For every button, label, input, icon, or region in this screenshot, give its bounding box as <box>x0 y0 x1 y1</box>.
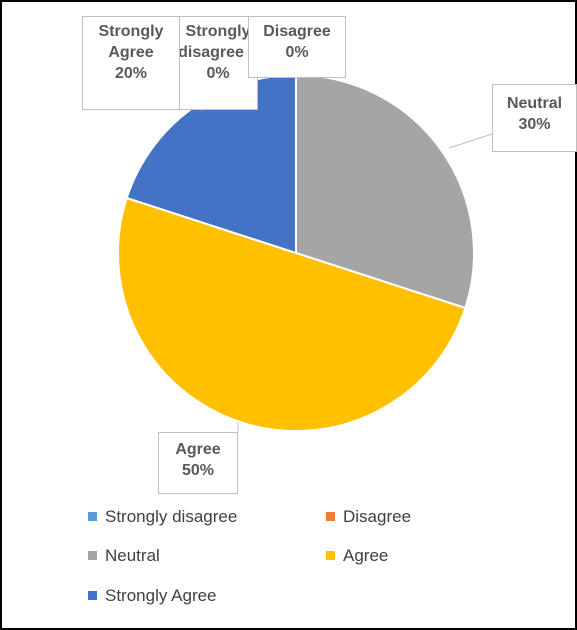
legend-swatch-agree <box>326 551 335 561</box>
legend-label-disagree: Disagree <box>343 507 412 526</box>
pie-slices <box>117 73 475 432</box>
legend-label-strongly-disagree: Strongly disagree <box>105 507 238 526</box>
legend-swatch-neutral <box>88 551 97 561</box>
legend-swatch-strongly-disagree <box>88 512 97 522</box>
data-label-strongly-disagree-line1: Strongly <box>185 23 251 40</box>
data-label-agree-line2: 50% <box>181 462 215 479</box>
legend-label-agree: Agree <box>343 546 389 565</box>
data-label-disagree-line1: Disagree <box>263 23 331 40</box>
data-label-strongly-disagree-line2: disagree <box>178 44 244 61</box>
data-label-strongly-disagree: Strongly disagree 0% <box>178 16 258 110</box>
data-label-neutral-line1: Neutral <box>506 95 563 112</box>
legend-swatch-disagree <box>326 512 335 522</box>
data-label-strongly-agree-line1: Strongly <box>98 23 164 40</box>
data-label-strongly-agree-line2: Agree <box>108 44 154 61</box>
data-label-agree: Agree 50% <box>158 432 238 494</box>
legend-swatch-strongly-agree <box>88 591 97 601</box>
pie-slice-agree <box>117 196 467 432</box>
data-label-neutral-line2: 30% <box>518 116 551 133</box>
data-label-disagree-line2: 0% <box>285 44 309 61</box>
data-label-neutral: Neutral 30% <box>492 84 577 152</box>
pie-slice-neutral <box>295 73 475 310</box>
legend-label-neutral: Neutral <box>105 546 160 565</box>
legend-item-disagree: Disagree <box>326 506 411 528</box>
data-label-strongly-agree: Strongly Agree 20% <box>82 16 180 110</box>
data-label-strongly-disagree-line3: 0% <box>206 65 230 82</box>
legend-item-neutral: Neutral <box>88 545 160 567</box>
leader-line-neutral <box>448 133 493 149</box>
data-label-strongly-agree-line3: 20% <box>114 65 148 82</box>
legend-item-strongly-agree: Strongly Agree <box>88 585 217 607</box>
legend-item-strongly-disagree: Strongly disagree <box>88 506 237 528</box>
legend-label-strongly-agree: Strongly Agree <box>105 586 217 605</box>
data-label-agree-line1: Agree <box>175 441 221 458</box>
data-label-disagree: Disagree 0% <box>248 16 346 78</box>
legend-item-agree: Agree <box>326 545 388 567</box>
